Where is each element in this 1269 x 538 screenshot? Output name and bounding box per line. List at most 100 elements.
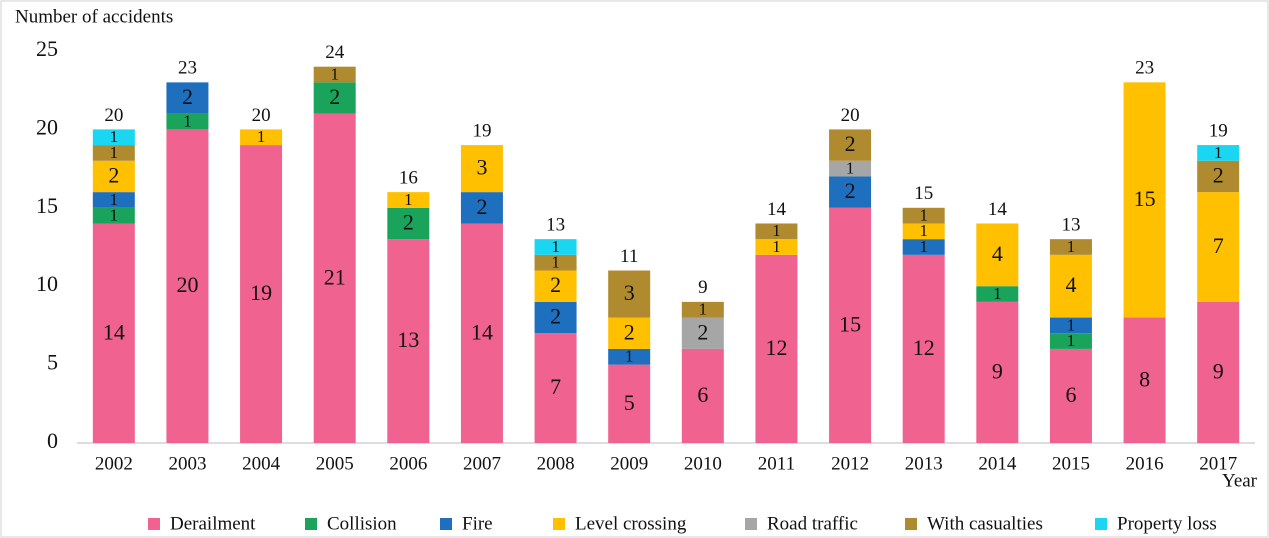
segment-label: 2 (476, 194, 487, 219)
segment-label: 9 (1213, 358, 1224, 383)
x-tick-label: 2002 (95, 453, 133, 474)
segment-label: 2 (550, 304, 561, 329)
segment-label: 1 (1214, 143, 1223, 162)
segment-label: 4 (992, 241, 1003, 266)
bar-segment (1197, 160, 1240, 193)
bar-segment (240, 145, 283, 443)
x-tick-label: 2015 (1052, 453, 1090, 474)
bar-segment (829, 176, 872, 208)
segment-label: 7 (1213, 233, 1224, 258)
segment-label: 9 (992, 358, 1003, 383)
segment-label: 3 (476, 155, 487, 180)
bar-segment (92, 207, 135, 224)
segment-label: 1 (551, 237, 560, 256)
bar-segment (902, 254, 945, 443)
segment-label: 1 (551, 253, 560, 272)
x-tick-label: 2005 (316, 453, 354, 474)
bar-segment (240, 129, 283, 146)
legend-label: Collision (327, 513, 397, 534)
bar-segment (92, 192, 135, 208)
bar-segment (829, 129, 872, 161)
legend-swatch (745, 518, 757, 530)
segment-label: 1 (404, 190, 413, 209)
segment-label: 2 (845, 131, 856, 156)
bar-segment (534, 301, 577, 334)
segment-label: 1 (919, 237, 928, 256)
legend-label: Derailment (170, 513, 256, 534)
bar-segment (313, 113, 356, 443)
total-label: 14 (767, 199, 787, 220)
segment-label: 15 (1134, 186, 1156, 211)
x-axis-label: Year (1222, 470, 1258, 491)
x-tick-label: 2008 (537, 453, 575, 474)
total-label: 20 (841, 105, 860, 126)
total-label: 13 (546, 215, 565, 236)
bar-segment (681, 301, 724, 318)
segment-label: 6 (697, 382, 708, 407)
total-label: 20 (104, 105, 123, 126)
legend-swatch (148, 518, 160, 530)
total-label: 20 (252, 105, 271, 126)
bar-segment (829, 207, 872, 443)
segment-label: 19 (250, 280, 272, 305)
x-tick-label: 2016 (1126, 453, 1164, 474)
bar-segment (1197, 145, 1240, 161)
x-tick-label: 2007 (463, 453, 501, 474)
bar-segment (976, 223, 1019, 287)
total-label: 23 (1135, 58, 1154, 79)
bar-segment (460, 192, 503, 224)
bar-segment (313, 82, 356, 114)
segment-label: 1 (110, 143, 119, 162)
x-tick-label: 2011 (758, 453, 795, 474)
legend-swatch (1095, 518, 1107, 530)
x-tick-label: 2010 (684, 453, 722, 474)
total-label: 15 (914, 183, 933, 204)
segment-label: 2 (624, 319, 635, 344)
legend-swatch (905, 518, 917, 530)
bar-segment (1049, 348, 1092, 443)
segment-label: 2 (845, 178, 856, 203)
segment-label: 2 (108, 162, 119, 187)
bar-segment (1123, 317, 1166, 443)
legend-swatch (440, 518, 452, 530)
bar-segment (902, 207, 945, 224)
segment-label: 5 (624, 390, 635, 415)
bar-segment (534, 254, 577, 271)
segment-label: 14 (471, 319, 493, 344)
bar-segment (1197, 192, 1240, 302)
segment-label: 8 (1139, 366, 1150, 391)
bar-segment (1049, 254, 1092, 318)
segment-label: 1 (625, 347, 634, 366)
segment-label: 1 (1067, 315, 1076, 334)
bar-segment (92, 223, 135, 443)
segment-label: 1 (110, 206, 119, 225)
bar-segment (608, 364, 651, 443)
bar-segment (755, 239, 798, 255)
segment-label: 1 (1067, 331, 1076, 350)
x-tick-label: 2004 (242, 453, 281, 474)
bar-segment (460, 145, 503, 193)
segment-label: 12 (765, 335, 787, 360)
segment-label: 2 (182, 84, 193, 109)
x-tick-label: 2013 (905, 453, 943, 474)
bar-segment (608, 348, 651, 365)
legend-swatch (305, 518, 317, 530)
segment-label: 3 (624, 280, 635, 305)
bar-segment (829, 160, 872, 177)
total-label: 9 (698, 277, 708, 298)
legend-label: Road traffic (767, 513, 858, 534)
legend-label: Property loss (1117, 513, 1217, 534)
x-tick-label: 2003 (168, 453, 206, 474)
segment-label: 1 (993, 284, 1002, 303)
segment-label: 2 (1213, 162, 1224, 187)
bar-segment (902, 223, 945, 240)
total-label: 19 (472, 120, 491, 141)
segment-label: 14 (103, 319, 125, 344)
segment-label: 1 (919, 206, 928, 225)
bar-segment (608, 270, 651, 318)
segment-label: 1 (772, 237, 781, 256)
bar-segment (92, 145, 135, 161)
bar-segment (92, 160, 135, 193)
